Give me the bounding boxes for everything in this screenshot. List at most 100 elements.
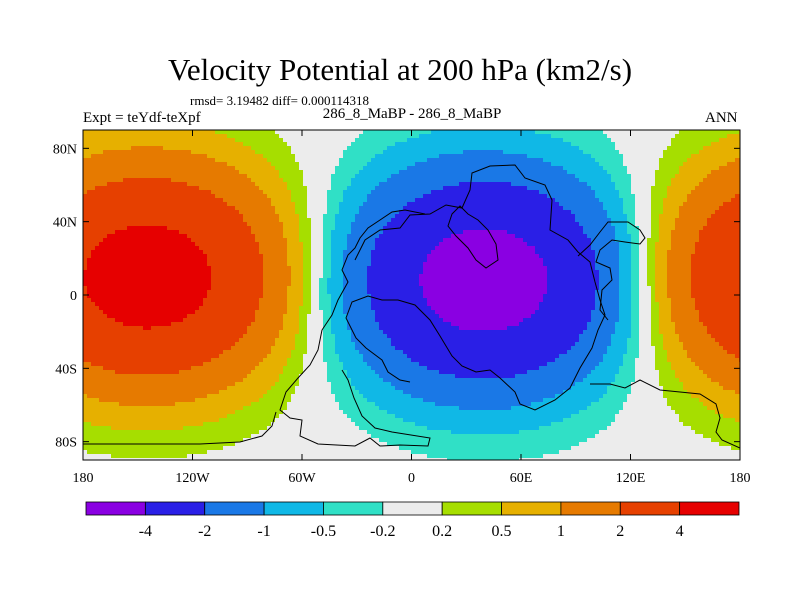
field-cell [459,234,464,239]
field-cell [183,162,188,167]
field-cell [343,146,348,151]
field-cell [191,186,196,191]
field-cell [407,210,412,215]
field-cell [503,238,508,243]
field-cell [703,234,708,239]
field-cell [119,162,124,167]
field-cell [683,214,688,219]
field-cell [463,202,468,207]
field-cell [203,182,208,187]
field-cell [235,242,240,247]
field-cell [191,234,196,239]
field-cell [187,230,192,235]
field-cell [279,182,284,187]
field-cell [219,214,224,219]
field-cell [119,234,124,239]
field-cell [211,178,216,183]
field-cell [175,158,180,163]
field-cell [131,182,136,187]
field-cell [455,190,460,195]
field-cell [423,230,428,235]
field-cell [703,206,708,211]
field-cell [155,178,160,183]
field-cell [679,226,684,231]
field-cell [143,178,148,183]
field-cell [635,150,640,155]
field-cell [611,206,616,211]
field-cell [691,182,696,187]
field-cell [159,222,164,227]
field-cell [507,130,512,135]
field-cell [663,202,668,207]
field-cell [607,146,612,151]
field-cell [411,246,416,251]
field-cell [115,158,120,163]
field-cell [431,162,436,167]
field-cell [415,206,420,211]
field-cell [351,238,356,243]
field-cell [427,130,432,135]
field-cell [603,206,608,211]
field-cell [299,230,304,235]
field-cell [243,170,248,175]
field-cell [503,234,508,239]
field-cell [555,226,560,231]
field-cell [699,238,704,243]
field-cell [327,246,332,251]
field-cell [343,226,348,231]
field-cell [603,158,608,163]
field-cell [343,230,348,235]
field-cell [487,234,492,239]
field-cell [243,134,248,139]
field-cell [711,222,716,227]
field-cell [527,150,532,155]
field-cell [599,166,604,171]
field-cell [335,238,340,243]
field-cell [427,174,432,179]
field-cell [455,150,460,155]
field-cell [691,242,696,247]
field-cell [435,138,440,143]
field-cell [607,226,612,231]
field-cell [663,142,668,147]
field-cell [531,234,536,239]
field-cell [583,246,588,251]
field-cell [379,230,384,235]
field-cell [231,130,236,135]
field-cell [335,190,340,195]
field-cell [671,218,676,223]
field-cell [403,162,408,167]
field-cell [151,222,156,227]
field-cell [479,138,484,143]
field-cell [587,170,592,175]
field-cell [87,194,92,199]
field-cell [403,234,408,239]
field-cell [591,134,596,139]
field-cell [483,222,488,227]
field-cell [559,214,564,219]
field-cell [563,226,568,231]
field-cell [711,178,716,183]
field-cell [599,138,604,143]
field-cell [291,202,296,207]
field-cell [367,226,372,231]
field-cell [559,166,564,171]
field-cell [419,162,424,167]
field-cell [187,170,192,175]
field-cell [239,218,244,223]
field-cell [615,170,620,175]
field-cell [91,138,96,143]
field-cell [263,206,268,211]
field-cell [551,190,556,195]
field-cell [211,138,216,143]
field-cell [667,190,672,195]
field-cell [311,206,316,211]
field-cell [235,182,240,187]
field-cell [235,142,240,147]
field-cell [251,186,256,191]
field-cell [271,178,276,183]
field-cell [539,162,544,167]
field-cell [455,214,460,219]
field-cell [183,138,188,143]
field-cell [163,242,168,247]
